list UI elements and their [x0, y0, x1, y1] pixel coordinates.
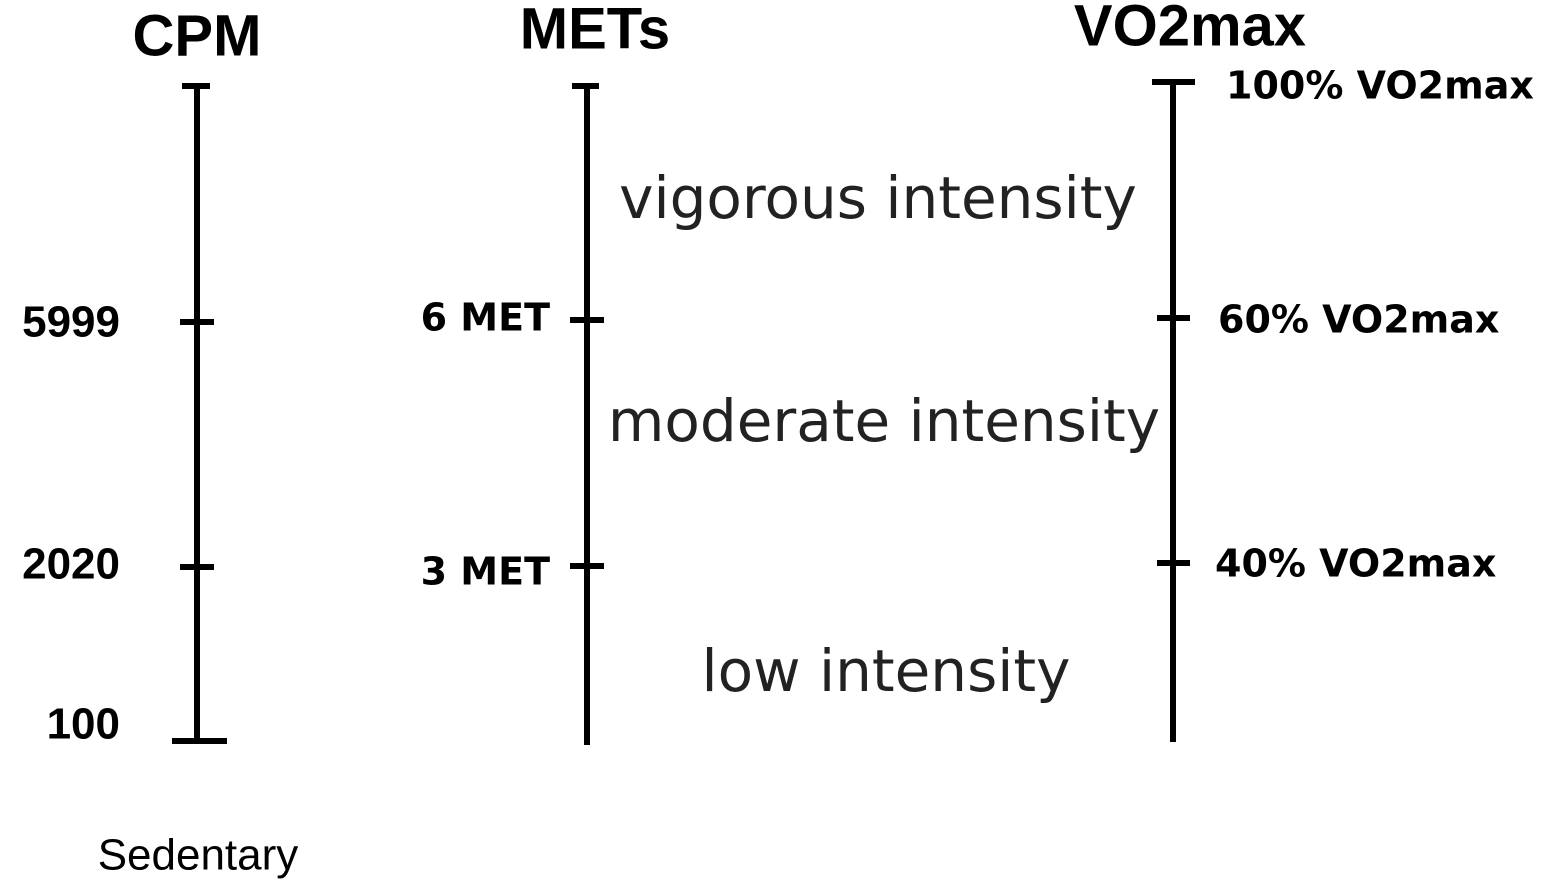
- tick-label: 60% VO2max: [1218, 298, 1499, 342]
- scale-title: VO2max: [1074, 0, 1306, 58]
- tick-label: 100: [47, 700, 120, 749]
- zone-label: vigorous intensity: [619, 164, 1137, 232]
- zone-label: moderate intensity: [608, 387, 1160, 455]
- tick-label: 40% VO2max: [1215, 542, 1496, 586]
- footer-label: Sedentary: [98, 831, 299, 880]
- scale-title: METs: [520, 0, 670, 61]
- scale-title: CPM: [133, 3, 262, 68]
- tick-label: 5999: [22, 298, 120, 347]
- tick-label: 100% VO2max: [1226, 64, 1534, 108]
- zone-label: low intensity: [702, 637, 1071, 705]
- tick-label: 6 MET: [421, 296, 550, 340]
- tick-label: 2020: [22, 540, 120, 589]
- tick-label: 3 MET: [421, 550, 550, 594]
